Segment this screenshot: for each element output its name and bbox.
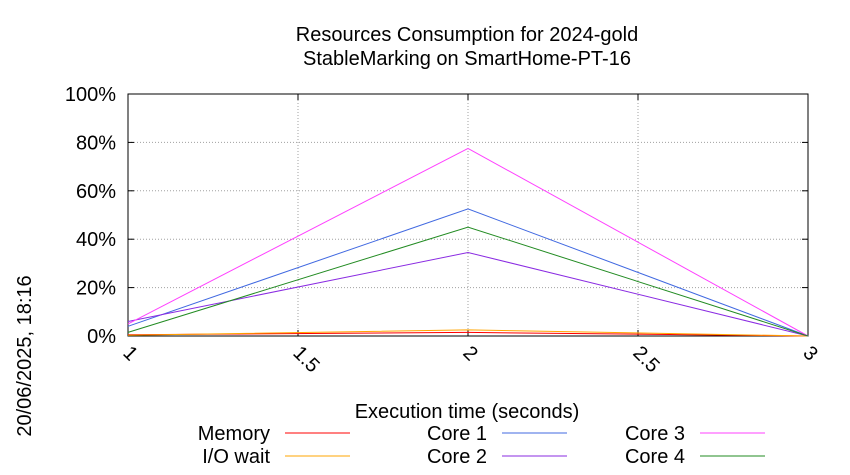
axis-ticks: 0% 20% 40% 60% 80% 100% 1 1.5 2 2.5 3 — [65, 84, 822, 377]
legend-label: Core 2 — [427, 446, 487, 468]
y-tick-label: 40% — [76, 229, 116, 251]
series-line-i-o-wait — [127, 329, 809, 337]
legend-label: Memory — [198, 423, 270, 445]
y-tick-label: 0% — [87, 326, 116, 348]
x-axis-label: Execution time (seconds) — [355, 401, 580, 423]
legend-label: Core 1 — [427, 423, 487, 445]
x-tick-label: 2.5 — [628, 342, 663, 377]
x-tick-label: 1 — [118, 342, 141, 365]
legend-label: Core 3 — [625, 423, 685, 445]
y-tick-label: 100% — [65, 84, 116, 106]
x-tick-label: 2 — [458, 342, 481, 365]
series-line-core-1 — [127, 208, 809, 337]
series-line-core-4 — [127, 226, 809, 337]
chart-title-line-1: Resources Consumption for 2024-gold — [296, 24, 638, 46]
x-tick-label: 1.5 — [288, 342, 323, 377]
y-tick-label: 60% — [76, 181, 116, 203]
series-line-core-3 — [127, 147, 809, 337]
legend-label: Core 4 — [625, 446, 685, 468]
x-tick-label: 3 — [798, 342, 821, 365]
series-lines — [127, 147, 809, 337]
legend-label: I/O wait — [202, 446, 270, 468]
y-tick-label: 80% — [76, 132, 116, 154]
series-line-core-2 — [127, 251, 809, 337]
chart-title-line-2: StableMarking on SmartHome-PT-16 — [303, 48, 631, 70]
timestamp-side-label: 20/06/2025, 18:16 — [14, 275, 36, 436]
y-tick-label: 20% — [76, 278, 116, 300]
grid-lines — [128, 94, 808, 336]
